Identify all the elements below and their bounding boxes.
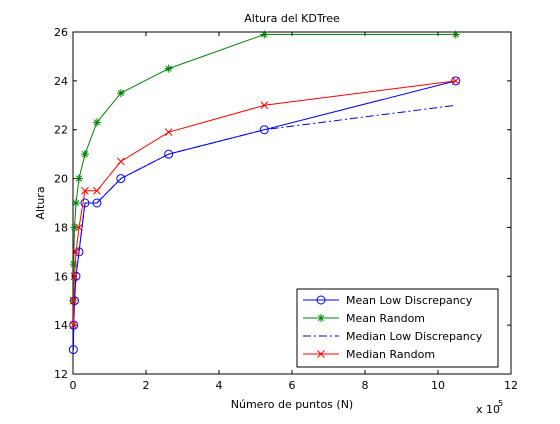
x-tick-label: 4 (216, 379, 223, 392)
data-point (69, 260, 78, 269)
data-point (116, 157, 125, 166)
y-tick-label: 16 (54, 270, 68, 283)
data-point (72, 248, 80, 256)
data-point (74, 247, 84, 257)
y-tick-label: 18 (54, 221, 68, 234)
data-point (92, 198, 102, 208)
y-tick-label: 24 (54, 75, 68, 88)
data-point (116, 89, 125, 98)
data-point (80, 150, 89, 159)
series-mean-low-discrepancy (68, 76, 461, 355)
data-point (75, 223, 83, 232)
x-tick-label: 10 (431, 379, 445, 392)
series-median-random (69, 77, 460, 329)
series-line (72, 80, 456, 350)
data-point (71, 199, 80, 207)
data-point (164, 128, 173, 137)
data-point (69, 321, 78, 329)
x-tick-label: 6 (289, 379, 296, 392)
y-tick-label: 14 (54, 319, 68, 332)
data-point (260, 101, 269, 110)
data-point (70, 223, 79, 232)
data-point (164, 64, 173, 73)
data-point (92, 118, 101, 127)
legend: Mean Low Discrepancy Mean Random Median Lo… (296, 288, 499, 368)
x-multiplier-exponent: 5 (498, 399, 503, 408)
legend-label: Mean Random (346, 312, 425, 325)
y-tick-label: 12 (54, 368, 68, 381)
data-point (71, 271, 81, 281)
series-group (68, 30, 461, 355)
data-point (451, 30, 460, 39)
y-axis-label: Altura (34, 186, 47, 219)
x-tick-label: 8 (362, 379, 369, 392)
y-tick-label: 22 (54, 124, 68, 137)
data-point (80, 198, 90, 208)
chart-title: Altura del KDTree (244, 12, 340, 25)
legend-marker (317, 350, 325, 358)
data-point (116, 174, 126, 184)
legend-marker (317, 314, 325, 322)
x-tick-label: 12 (504, 379, 518, 392)
data-point (164, 149, 174, 159)
x-tick-label: 2 (143, 379, 150, 392)
data-point (260, 30, 269, 39)
data-point (70, 272, 79, 281)
data-point (451, 76, 461, 86)
y-tick-label: 26 (54, 26, 68, 39)
legend-label: Mean Low Discrepancy (346, 294, 473, 307)
legend-label: Median Low Discrepancy (346, 330, 483, 343)
x-tick-label: 0 (70, 379, 77, 392)
data-point (68, 345, 78, 355)
x-multiplier: x 10 (476, 403, 500, 416)
data-point (259, 125, 269, 135)
data-point (451, 77, 460, 85)
data-point (69, 296, 78, 305)
data-point (81, 186, 89, 195)
y-tick-label: 20 (54, 173, 68, 186)
data-point (93, 186, 101, 195)
x-axis-label: Número de puntos (N) (231, 398, 353, 411)
legend-label: Median Random (346, 348, 435, 361)
legend-marker (316, 295, 326, 305)
data-point (74, 174, 83, 183)
